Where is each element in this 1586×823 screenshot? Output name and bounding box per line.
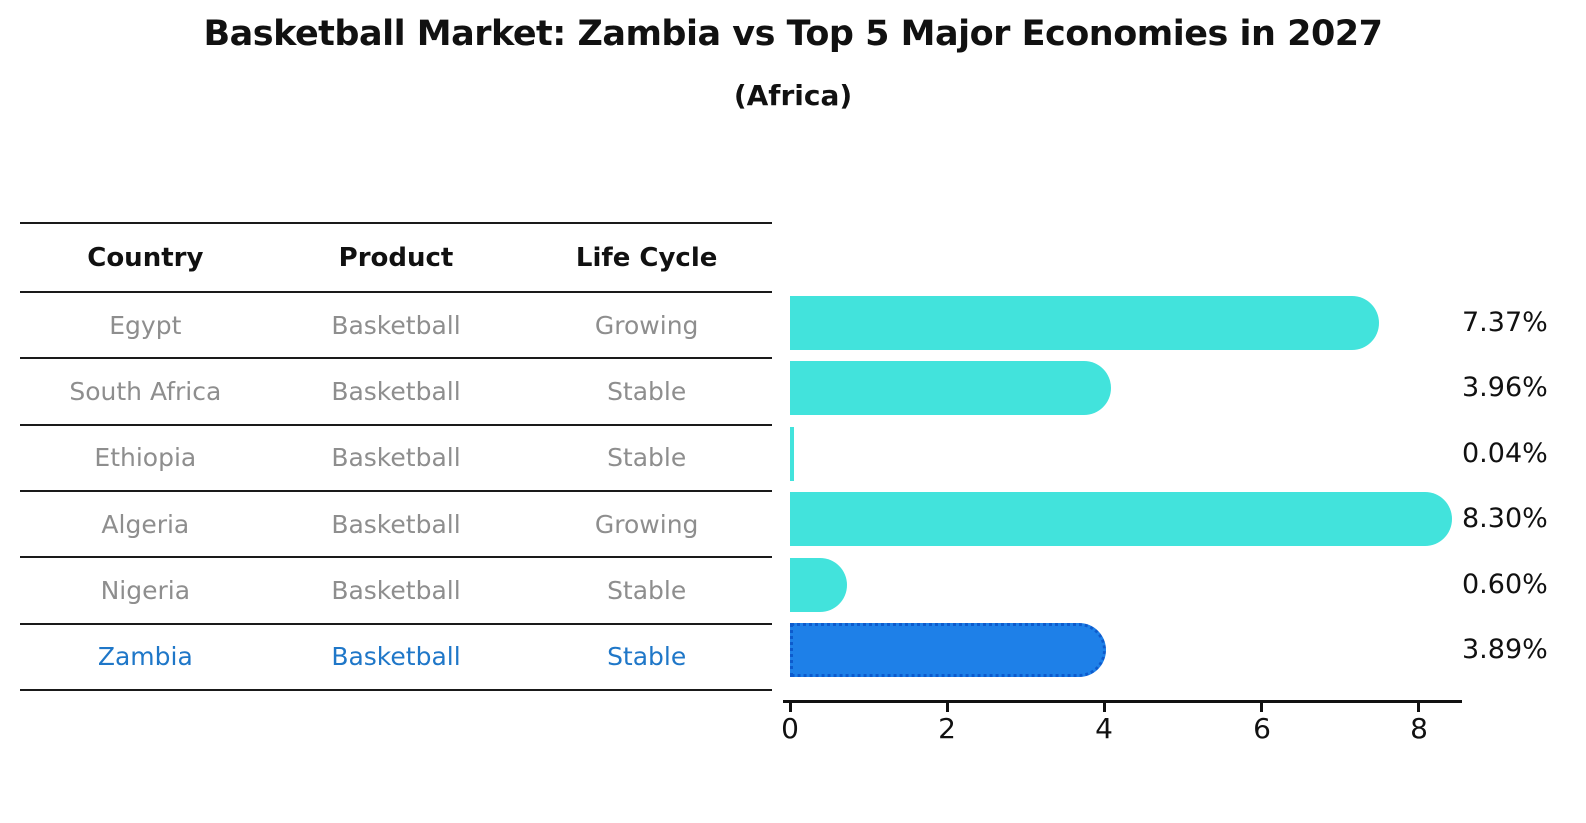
table-cell-country: Algeria	[101, 509, 190, 539]
table-header-country: Country	[87, 242, 204, 273]
table-cell-country: Nigeria	[100, 575, 191, 605]
table-cell-country: Zambia	[97, 642, 193, 672]
table-cell-country: Ethiopia	[94, 443, 197, 473]
bar-egypt	[790, 296, 1379, 350]
bar-nigeria	[790, 558, 847, 612]
x-axis-tick	[1417, 703, 1420, 712]
table-cell-product: Basketball	[331, 310, 461, 340]
table-cell-life-cycle: Stable	[607, 376, 687, 406]
table-cell-product: Basketball	[331, 642, 461, 672]
x-axis-tick	[1103, 703, 1106, 712]
table-row: South Africa Basketball Stable	[20, 357, 772, 423]
x-axis-tick-label: 6	[1253, 712, 1271, 745]
bar-value-label: 0.60%	[1462, 569, 1548, 600]
x-axis-tick-label: 0	[781, 712, 799, 745]
table-cell-product: Basketball	[331, 575, 461, 605]
bar-ethiopia	[790, 427, 794, 481]
bar-value-label: 0.04%	[1462, 438, 1548, 469]
x-axis-line	[783, 700, 1462, 703]
table-cell-life-cycle: Stable	[607, 443, 687, 473]
x-axis-tick	[1260, 703, 1263, 712]
table-row: Algeria Basketball Growing	[20, 490, 772, 556]
table-cell-product: Basketball	[331, 443, 461, 473]
bar-value-label: 3.96%	[1462, 372, 1548, 403]
table-row: Ethiopia Basketball Stable	[20, 423, 772, 490]
table-cell-life-cycle: Growing	[594, 509, 699, 539]
x-axis-tick	[789, 703, 792, 712]
table-header-row: Country Product Life Cycle	[20, 224, 772, 291]
table-header-product: Product	[338, 242, 454, 273]
table-cell-country: Egypt	[109, 310, 182, 340]
x-axis-tick-label: 8	[1410, 712, 1428, 745]
country-info-table: Country Product Life Cycle Egypt Basketba…	[20, 222, 772, 691]
table-row: Zambia Basketball Stable	[20, 622, 772, 689]
bar-algeria	[790, 492, 1452, 546]
table-row: Nigeria Basketball Stable	[20, 556, 772, 622]
bar-value-label: 3.89%	[1462, 634, 1548, 665]
table-row: Egypt Basketball Growing	[20, 291, 772, 357]
table-cell-life-cycle: Stable	[607, 642, 687, 672]
chart-title: Basketball Market: Zambia vs Top 5 Major…	[203, 14, 1383, 54]
x-axis-tick	[946, 703, 949, 712]
chart-subtitle: (Africa)	[733, 79, 853, 112]
table-cell-product: Basketball	[331, 509, 461, 539]
table-cell-product: Basketball	[331, 376, 461, 406]
x-axis-tick-label: 4	[1095, 712, 1113, 745]
bar-value-label: 7.37%	[1462, 307, 1548, 338]
table-header-life-cycle: Life Cycle	[575, 242, 718, 273]
bar-value-label: 8.30%	[1462, 503, 1548, 534]
x-axis-tick-label: 2	[938, 712, 956, 745]
bar-south-africa	[790, 361, 1111, 415]
table-cell-country: South Africa	[69, 376, 222, 406]
bar-zambia	[790, 623, 1106, 677]
table-cell-life-cycle: Growing	[594, 310, 699, 340]
table-cell-life-cycle: Stable	[607, 575, 687, 605]
